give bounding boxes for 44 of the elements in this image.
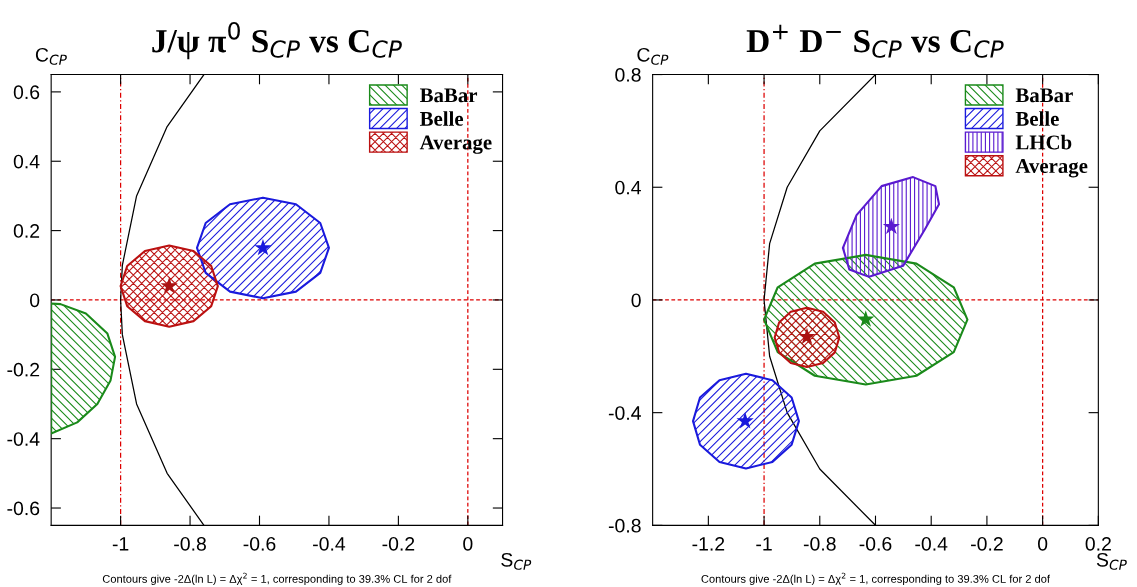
- x-tick-label: -0.2: [382, 536, 415, 551]
- x-tick-label: 0: [1037, 536, 1048, 551]
- y-tick-label: 0.2: [13, 224, 40, 238]
- legend-label: Belle: [419, 111, 464, 126]
- y-tick-label: -0.8: [608, 518, 641, 533]
- x-tick-label: -0.2: [971, 536, 1003, 551]
- x-tick-label: -0.4: [915, 536, 948, 551]
- x-tick-label: -1: [756, 537, 772, 551]
- legend-label: Average: [1015, 159, 1088, 178]
- x-tick-label: -1: [112, 537, 129, 551]
- point: [857, 310, 875, 327]
- legend-label: LHCb: [1015, 134, 1072, 150]
- chart-title: J/ψ π$^{0}$ S$_{CP}$ vs C$_{CP}$: [152, 21, 402, 60]
- text: Contours give -2Δ(ln L) = Δχ$^{2}$ = 1, corresponding to 39.3% CL for 2 dof: [701, 572, 1051, 586]
- x-tick-label: -0.4: [313, 536, 346, 551]
- legend-label: Average: [419, 135, 492, 154]
- y-tick-label: -0.4: [608, 406, 641, 420]
- legend-label: BaBar: [419, 88, 478, 103]
- x-tick-label: -0.6: [859, 536, 892, 551]
- y-axis-title: C$_{CP}$: [35, 47, 67, 65]
- y-tick-label: 0.4: [615, 180, 641, 195]
- y-tick-label: 0.8: [615, 68, 641, 82]
- x-tick-label: -0.8: [174, 536, 206, 551]
- legend-label: BaBar: [1015, 88, 1073, 103]
- y-tick-label: 0.6: [13, 85, 40, 100]
- y-tick-label: 0.4: [13, 154, 40, 169]
- x-axis-title: S$_{CP}$: [1096, 552, 1127, 570]
- y-tick-label: -0.2: [7, 362, 40, 377]
- point: [882, 217, 900, 235]
- x-tick-label: -0.6: [243, 536, 276, 551]
- chart-title: D$^{+}$ D$^{−}$ S$_{CP}$ vs C$_{CP}$: [746, 24, 1004, 58]
- x-tick-label: -1.2: [692, 536, 725, 551]
- y-tick-label: -0.4: [7, 432, 40, 446]
- y-tick-label: -0.6: [7, 501, 40, 516]
- x-tick-label: -0.8: [803, 536, 836, 551]
- y-tick-label: 0: [631, 293, 641, 308]
- x-tick-label: 0.2: [1085, 536, 1111, 551]
- legend-label: Belle: [1015, 111, 1059, 126]
- text: Contours give -2Δ(ln L) = Δχ$^{2}$ = 1, corresponding to 39.3% CL for 2 dof: [102, 572, 452, 586]
- y-tick-label: 0: [30, 293, 40, 308]
- x-tick-label: 0: [463, 536, 473, 551]
- point: [736, 412, 754, 429]
- y-axis-title: C$_{CP}$: [637, 47, 669, 65]
- x-axis-title: S$_{CP}$: [501, 552, 532, 570]
